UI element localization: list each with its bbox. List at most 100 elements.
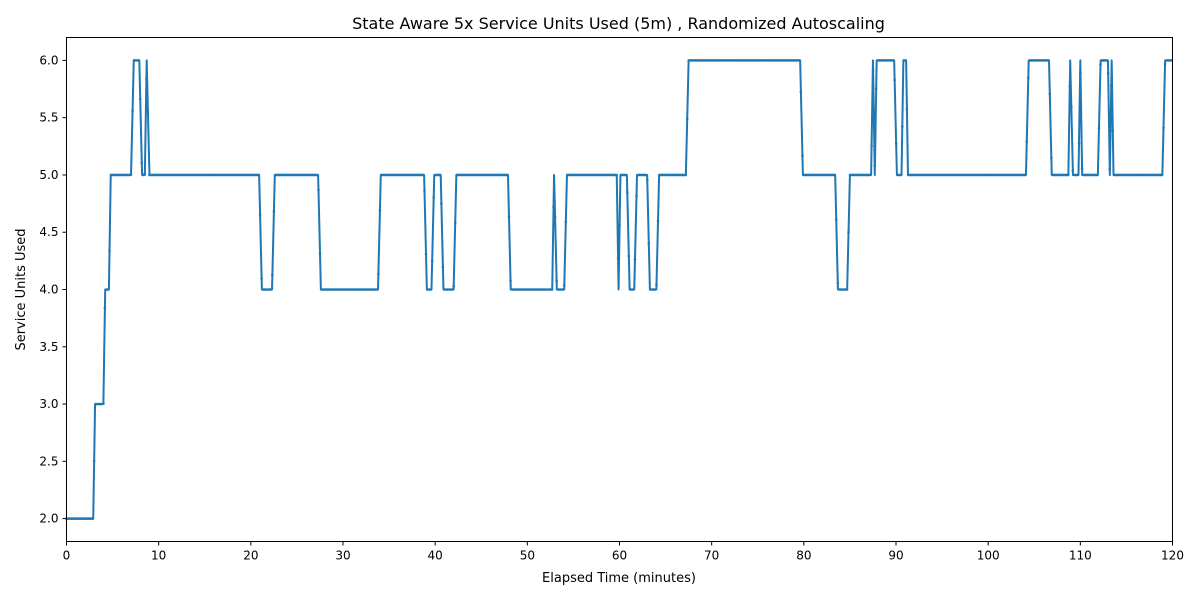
data-point [140, 161, 144, 165]
x-tick-label: 10 [151, 549, 166, 563]
data-point [1111, 129, 1115, 132]
data-point [1046, 59, 1050, 62]
data-point [1108, 167, 1112, 171]
data-point [868, 173, 872, 177]
data-point [143, 172, 147, 176]
data-point [905, 107, 909, 111]
data-point [129, 173, 133, 176]
data-point [836, 281, 840, 285]
data-point [618, 224, 621, 227]
data-point [891, 59, 895, 62]
axes-frame [66, 37, 1173, 542]
data-point [564, 220, 568, 224]
x-axis-label: Elapsed Time (minutes) [542, 571, 696, 586]
data-point [644, 173, 648, 177]
data-point [317, 188, 320, 192]
data-point [1169, 59, 1173, 62]
data-point [145, 77, 148, 80]
series-line [66, 59, 1173, 520]
data-point [138, 97, 142, 101]
data-point [92, 459, 96, 463]
data-point [874, 87, 878, 90]
data-point [146, 110, 150, 114]
x-tick-label: 50 [520, 549, 535, 563]
x-tick-label: 40 [428, 549, 443, 563]
data-point [893, 78, 896, 82]
y-axis-label: Service Units Used [14, 228, 29, 350]
data-point [452, 284, 455, 288]
data-point [901, 125, 904, 128]
data-point [438, 173, 442, 177]
data-point [1109, 84, 1113, 87]
data-point [834, 218, 838, 221]
y-tick-label: 5.0 [39, 168, 58, 182]
data-point [1097, 126, 1101, 130]
data-point [647, 242, 651, 245]
y-axis: 2.0 2.5 3.0 3.5 4.0 4.5 5.0 5.5 6.0 [39, 53, 67, 526]
data-point [378, 209, 382, 212]
data-point [1071, 169, 1075, 172]
data-point [1160, 173, 1164, 177]
data-point [450, 288, 454, 291]
plot-area [65, 59, 1173, 520]
y-tick-label: 2.5 [39, 454, 58, 468]
data-point [260, 277, 263, 280]
data-point [624, 173, 628, 177]
data-point [258, 213, 262, 217]
x-tick-label: 120 [1161, 549, 1184, 563]
data-point [1070, 105, 1073, 109]
data-point [625, 191, 629, 194]
data-point [871, 69, 875, 72]
data-point [1163, 62, 1167, 66]
data-point [375, 288, 379, 291]
x-tick-label: 20 [243, 549, 258, 563]
data-point [1162, 126, 1165, 129]
x-tick-label: 100 [977, 549, 1000, 563]
data-point [563, 284, 566, 287]
x-tick-label: 70 [704, 549, 719, 563]
y-tick-label: 3.0 [39, 397, 58, 411]
data-point [271, 273, 274, 277]
data-point [106, 288, 110, 291]
data-point [894, 142, 898, 145]
data-point [561, 288, 565, 291]
data-point [430, 259, 434, 263]
data-point [269, 288, 273, 291]
x-tick-label: 110 [1069, 549, 1092, 563]
data-point [1068, 84, 1072, 88]
data-point [616, 256, 620, 260]
x-tick-label: 30 [335, 549, 350, 563]
data-point [801, 154, 804, 157]
data-point [653, 288, 657, 291]
series-markers [65, 59, 1173, 520]
data-point [1066, 173, 1070, 177]
data-point [635, 194, 638, 197]
data-point [453, 221, 457, 224]
data-point [1096, 173, 1099, 177]
data-point [899, 173, 903, 177]
y-tick-label: 5.5 [39, 111, 58, 125]
x-tick-label: 0 [63, 549, 71, 563]
data-point [272, 210, 276, 213]
data-point [506, 173, 509, 177]
data-point [632, 288, 635, 291]
data-point [315, 173, 319, 177]
y-tick-label: 3.5 [39, 340, 58, 354]
data-point [1023, 173, 1027, 177]
chart-title: State Aware 5x Service Units Used (5m) ,… [352, 14, 885, 33]
y-tick-label: 6.0 [39, 53, 58, 67]
data-point [645, 178, 649, 182]
data-point [441, 265, 445, 269]
data-point [904, 59, 907, 62]
data-point [550, 288, 554, 291]
data-point [1025, 140, 1029, 143]
data-point [1105, 59, 1108, 62]
data-point [684, 173, 687, 177]
data-point [432, 196, 436, 199]
data-point [423, 189, 426, 192]
data-point [1077, 141, 1081, 145]
x-tick-label: 80 [796, 549, 811, 563]
y-tick-label: 4.0 [39, 283, 58, 297]
data-point [845, 288, 849, 291]
data-point [440, 202, 443, 205]
